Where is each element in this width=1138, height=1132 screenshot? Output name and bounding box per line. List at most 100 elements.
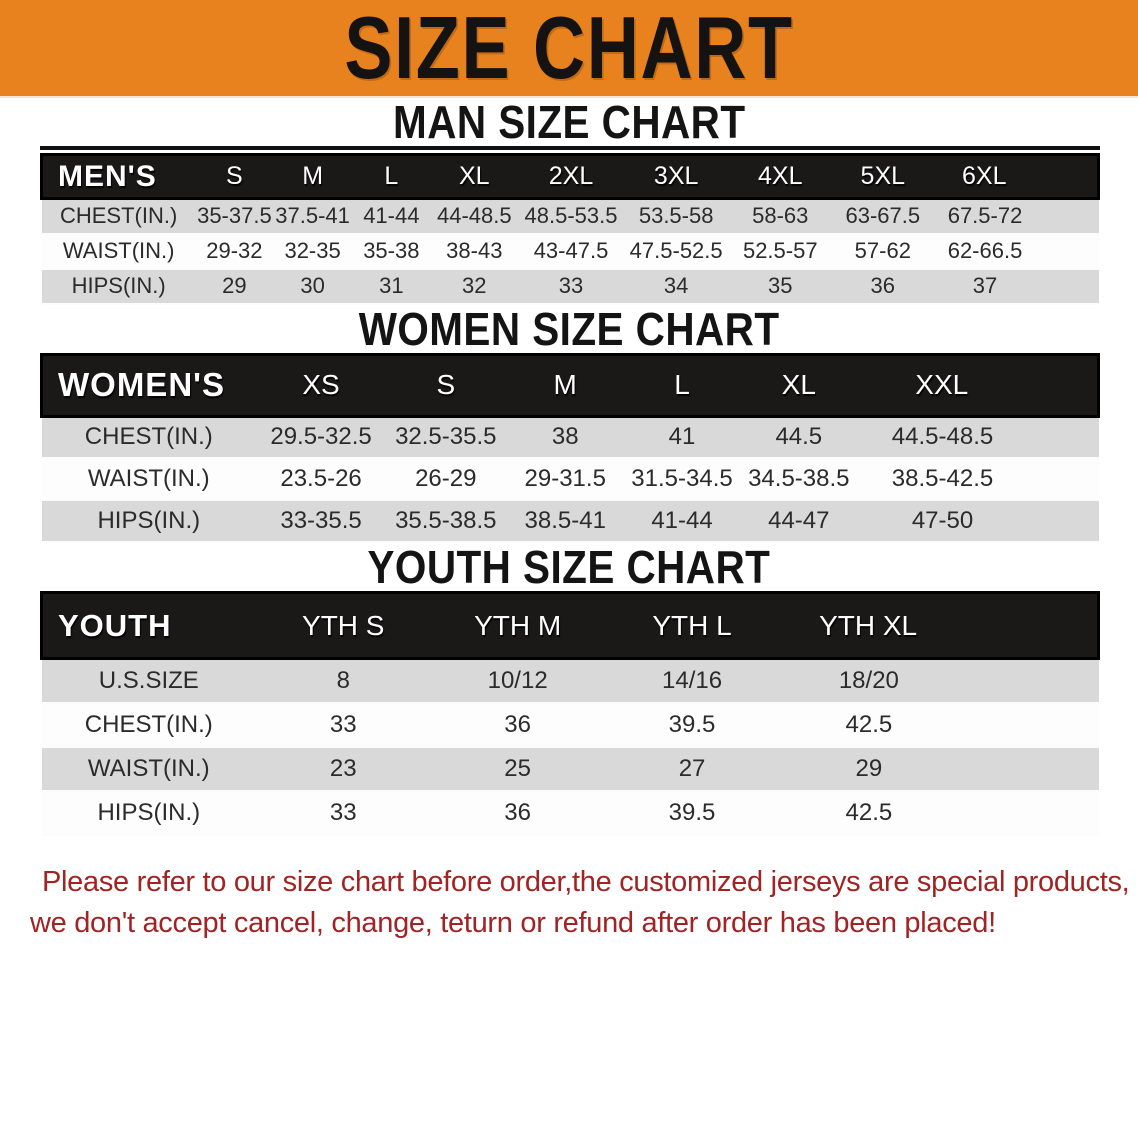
size-value-cell: 14/16 [662,666,723,694]
men-size-chart-heading: MAN SIZE CHART [0,98,1138,146]
size-header-cell: M [553,369,577,400]
size-value-cell: 35 [768,273,793,298]
size-value-cell: 67.5-72 [947,203,1023,229]
table-row: U.S.SIZE 8 10/12 14/16 18/20 [41,658,1099,703]
size-value-cell: 27 [678,754,706,782]
size-value-cell: 47.5-52.5 [629,238,723,263]
youth-table: YOUTH YTH S YTH M YTH L YTH XL U.S.SIZE 8 10/12… [40,591,1100,836]
size-value-cell: 33-35.5 [280,507,362,534]
size-value-cell: 36 [870,273,896,298]
size-value-cell: 8 [336,666,350,694]
size-value-cell: 52.5-57 [742,238,818,263]
size-header-cell: L [674,369,690,400]
table-row: WAIST(IN.) 29-32 32-35 35-38 38-43 43-47.5 47.… [41,233,1099,269]
size-value-cell: 42.5 [845,798,893,826]
size-header-cell: M [302,162,324,190]
table-head: MEN'S S M L XL 2XL 3XL 4XL 5XL 6XL [41,154,1099,199]
size-value-cell: 10/12 [487,666,548,694]
size-header-cell: 6XL [962,162,1007,190]
size-value-cell: 34 [663,273,689,298]
size-value-cell: 58-63 [752,203,809,229]
size-header-cell: YTH L [652,609,732,641]
women-size-table: WOMEN'S XS S M L XL XXL CHEST(IN.) 29.5-32.5 32.5… [40,353,1100,544]
table-row: CHEST(IN.) 33 36 39.5 42.5 [41,702,1099,747]
size-value-cell: 32 [462,273,487,298]
measurement-label-cell: HIPS(IN.) [97,798,201,826]
size-value-cell: 36 [504,710,531,738]
measurement-label-cell: CHEST(IN.) [84,710,213,738]
table-head: YOUTH YTH S YTH M YTH L YTH XL [41,592,1099,659]
row-group-header-cell: WOMEN'S [58,366,226,403]
table-row: WAIST(IN.) 23 25 27 29 [41,746,1099,791]
size-value-cell: 31.5-34.5 [631,465,733,492]
table-body: U.S.SIZE 8 10/12 14/16 18/20 CHEST(IN.) 33 36 39… [41,658,1099,835]
size-value-cell: 30 [300,273,325,298]
men-size-table: MEN'S S M L XL 2XL 3XL 4XL 5XL 6XL CHEST(IN.) 35-37… [40,146,1100,305]
page-title: SIZE CHART [344,0,794,97]
measurement-label-cell: WAIST(IN.) [87,465,210,492]
size-value-cell: 29-31.5 [524,465,606,492]
size-value-cell: 34.5-38.5 [748,465,850,492]
size-value-cell: 29 [222,273,247,298]
size-value-cell: 43-47.5 [533,238,609,263]
size-value-cell: 29.5-32.5 [270,423,372,451]
size-header-cell: 3XL [653,162,699,190]
size-value-cell: 32-35 [284,238,341,263]
size-header-cell: 5XL [860,162,906,190]
size-value-cell: 33 [329,798,357,826]
size-value-cell: 25 [504,754,531,782]
size-header-cell: XL [781,369,816,400]
size-value-cell: 44-48.5 [436,203,512,229]
size-value-cell: 35-37.5 [197,203,272,229]
footer-notice: Please refer to our size chart before or… [30,862,1130,944]
men-table: MEN'S S M L XL 2XL 3XL 4XL 5XL 6XL CHEST(IN.) 35-37… [40,153,1100,305]
table-row: HIPS(IN.) 33 36 39.5 42.5 [41,790,1099,835]
size-value-cell: 38.5-41 [524,507,606,534]
size-value-cell: 41 [668,423,696,451]
measurement-label-cell: HIPS(IN.) [71,273,166,298]
youth-size-table: YOUTH YTH S YTH M YTH L YTH XL U.S.SIZE 8 10/12… [40,591,1100,836]
size-value-cell: 44.5-48.5 [891,423,994,451]
table-row: WAIST(IN.) 23.5-26 26-29 29-31.5 31.5-34.5 34… [41,458,1099,500]
size-value-cell: 41-44 [651,507,713,534]
size-value-cell: 29-32 [206,238,263,263]
size-value-cell: 57-62 [854,238,911,263]
notice-line-2: we don't accept cancel, change, teturn o… [30,906,996,939]
size-value-cell: 47-50 [911,507,974,534]
size-header-cell: S [436,369,456,400]
section-men: MAN SIZE CHART MEN'S S M L XL 2XL 3XL 4XL 5XL 6XL… [0,98,1138,305]
size-value-cell: 23 [329,754,357,782]
size-header-cell: XL [459,162,490,190]
table-body: CHEST(IN.) 29.5-32.5 32.5-35.5 38 41 44.5 44.5… [41,416,1099,542]
measurement-label-cell: WAIST(IN.) [62,238,175,263]
measurement-label-cell: U.S.SIZE [98,666,199,694]
size-value-cell: 44.5 [775,423,823,451]
women-size-chart-heading-text: WOMEN SIZE CHART [358,302,780,355]
size-value-cell: 53.5-58 [638,203,714,229]
size-header-cell: YTH S [302,609,385,641]
size-value-cell: 29 [855,754,883,782]
banner: SIZE CHART [0,0,1138,98]
header-row: YOUTH YTH S YTH M YTH L YTH XL [41,592,1099,659]
table-row: CHEST(IN.) 29.5-32.5 32.5-35.5 38 41 44.5 44.5… [41,416,1099,458]
size-value-cell: 62-66.5 [947,238,1023,263]
header-row: MEN'S S M L XL 2XL 3XL 4XL 5XL 6XL [41,154,1099,199]
size-header-cell: 2XL [548,162,594,190]
size-value-cell: 41-44 [363,203,420,229]
women-table: WOMEN'S XS S M L XL XXL CHEST(IN.) 29.5-32.5 32.5… [40,353,1100,544]
size-value-cell: 37.5-41 [275,203,350,229]
size-header-cell: XS [302,369,340,400]
row-group-header-cell: YOUTH [58,607,172,643]
size-value-cell: 35.5-38.5 [395,507,497,534]
size-value-cell: 37 [972,273,998,298]
measurement-label-cell: CHEST(IN.) [84,423,213,451]
size-value-cell: 33 [558,273,584,298]
size-value-cell: 38.5-42.5 [891,465,994,492]
measurement-label-cell: WAIST(IN.) [87,754,210,782]
size-value-cell: 36 [504,798,531,826]
table-row: HIPS(IN.) 29 30 31 32 33 34 35 36 37 [41,268,1099,304]
row-group-header-cell: MEN'S [58,159,157,193]
size-header-cell: 4XL [758,162,803,190]
size-value-cell: 38 [551,423,579,451]
table-row: CHEST(IN.) 35-37.5 37.5-41 41-44 44-48.5 48.5… [41,198,1099,234]
